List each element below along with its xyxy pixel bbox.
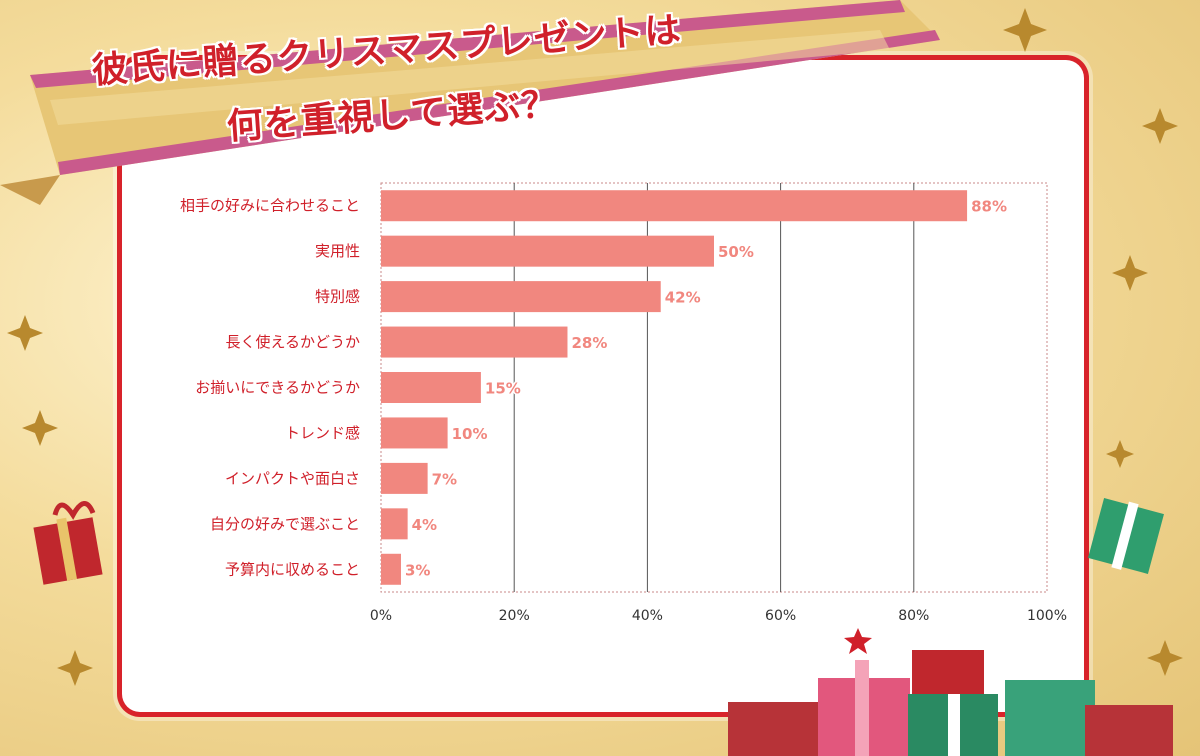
value-labels: 88% 50% 42% 28% 15% 10% 7% 4% 3% [403, 196, 1008, 581]
data-label: 7% [432, 470, 457, 488]
title-banner [0, 0, 940, 205]
bar [381, 462, 428, 494]
category-labels: 相手の好みに合わせること実用性特別感長く使えるかどうかお揃いにできるかどうかトレ… [180, 197, 360, 579]
bar [381, 281, 661, 313]
data-label: 42% [665, 289, 701, 307]
data-label: 4% [412, 516, 437, 534]
bar [381, 326, 568, 358]
x-tick-label: 40% [632, 608, 663, 624]
category-label: 自分の好みで選ぶこと [210, 515, 360, 533]
data-label: 3% [405, 561, 430, 579]
category-label: 特別感 [315, 288, 360, 306]
bar [381, 553, 401, 585]
x-tick-label: 20% [499, 608, 530, 624]
chart-card [122, 60, 1084, 712]
category-label: 相手の好みに合わせること [180, 197, 360, 215]
category-label: 長く使えるかどうか [225, 333, 360, 351]
data-label: 28% [571, 334, 607, 352]
x-tick-label: 100% [1027, 608, 1067, 624]
x-tick-label: 0% [370, 608, 392, 624]
chart-bars [381, 190, 968, 585]
data-label: 15% [485, 380, 521, 398]
category-label: インパクトや面白さ [225, 469, 360, 487]
data-label: 50% [718, 243, 754, 261]
bar [381, 417, 448, 449]
data-label: 10% [452, 425, 488, 443]
bar [381, 372, 481, 403]
x-tick-label: 60% [765, 608, 796, 624]
category-label: お揃いにできるかどうか [195, 379, 360, 397]
category-label: トレンド感 [285, 424, 360, 442]
bar [381, 190, 968, 222]
category-label: 実用性 [315, 242, 360, 260]
category-label: 予算内に収めること [225, 560, 360, 578]
bar [381, 508, 408, 540]
x-axis-tick-labels: 0% 20% 40% 60% 80% 100% [370, 608, 1067, 624]
bar [381, 235, 714, 267]
data-label: 88% [971, 198, 1007, 216]
x-tick-label: 80% [898, 608, 929, 624]
